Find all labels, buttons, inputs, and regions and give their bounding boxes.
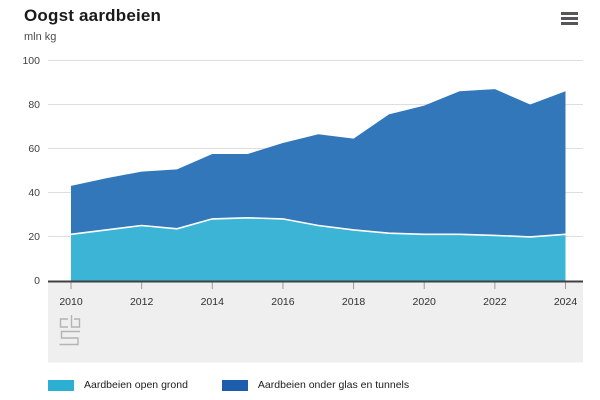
harvest-area-chart[interactable]: 0 20 40 60 80 100 2010 2012 2014 2016 2018 2020 2022… xyxy=(0,0,600,372)
chart-title: Oogst aardbeien xyxy=(24,6,162,25)
hamburger-bar xyxy=(561,22,578,25)
legend-item-open-grond[interactable]: Aardbeien open grond xyxy=(48,379,188,391)
area-open-grond xyxy=(71,217,566,281)
legend-label-open-grond: Aardbeien open grond xyxy=(84,379,188,391)
svg-text:100: 100 xyxy=(22,55,40,67)
svg-text:40: 40 xyxy=(28,187,40,199)
svg-text:60: 60 xyxy=(28,143,40,155)
series-boundary-line xyxy=(70,216,566,238)
hamburger-bar xyxy=(561,17,578,20)
svg-text:80: 80 xyxy=(28,99,40,111)
legend-swatch-glas-tunnels xyxy=(221,379,248,391)
svg-text:2018: 2018 xyxy=(342,296,366,308)
area-glas-tunnels xyxy=(71,89,566,237)
svg-text:2012: 2012 xyxy=(130,296,154,308)
hamburger-bar xyxy=(561,12,578,15)
chart-legend: Aardbeien open grond Aardbeien onder gla… xyxy=(48,379,409,391)
svg-text:2022: 2022 xyxy=(483,296,507,308)
x-axis-band xyxy=(48,282,583,363)
svg-text:2016: 2016 xyxy=(271,296,295,308)
svg-text:2014: 2014 xyxy=(201,296,225,308)
legend-item-glas-tunnels[interactable]: Aardbeien onder glas en tunnels xyxy=(221,379,410,391)
chart-unit-label: mln kg xyxy=(24,31,57,43)
x-axis-ticks xyxy=(70,282,566,289)
svg-text:2020: 2020 xyxy=(413,296,437,308)
hamburger-menu-icon[interactable] xyxy=(561,12,578,25)
svg-text:20: 20 xyxy=(28,231,40,243)
svg-text:2010: 2010 xyxy=(59,296,83,308)
svg-text:0: 0 xyxy=(34,275,40,287)
y-axis-labels: 0 20 40 60 80 100 xyxy=(22,55,40,287)
legend-label-glas-tunnels: Aardbeien onder glas en tunnels xyxy=(257,379,410,391)
x-axis-labels: 2010 2012 2014 2016 2018 2020 2022 2024 xyxy=(59,296,577,308)
cbs-logo-icon xyxy=(59,315,81,346)
legend-swatch-open-grond xyxy=(48,379,74,391)
svg-text:2024: 2024 xyxy=(554,296,578,308)
